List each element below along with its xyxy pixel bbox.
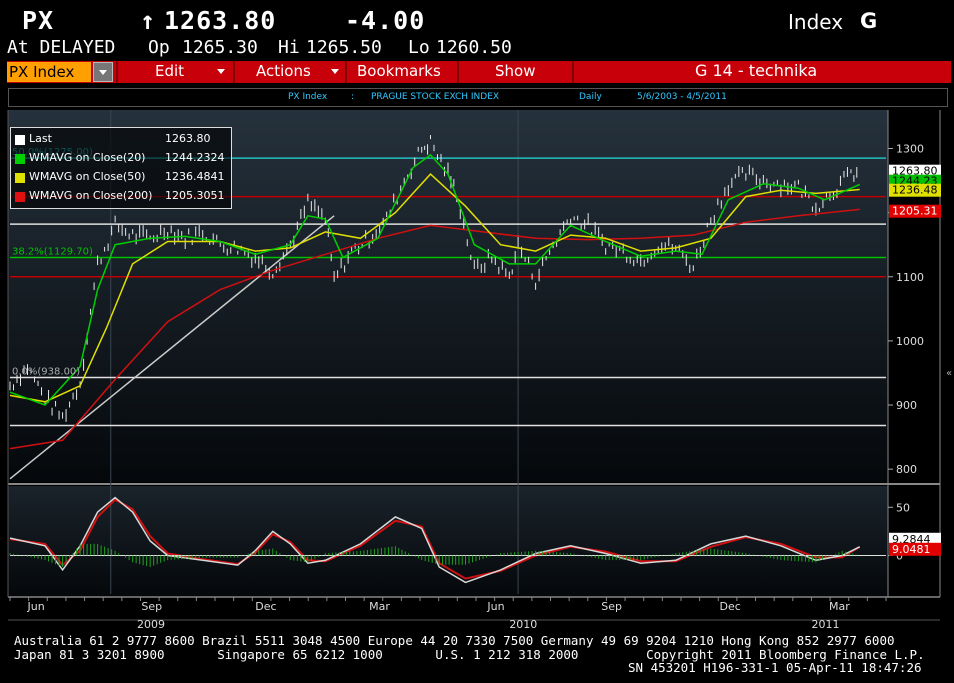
osc-badge	[889, 532, 941, 546]
price-badge-label: 1205.31	[892, 205, 938, 218]
subtitle-sep: :	[351, 92, 355, 102]
x-month-label: Jun	[27, 600, 45, 613]
x-month-label: Sep	[601, 600, 622, 613]
price-arrow-icon: ↑	[140, 6, 157, 35]
legend-swatch	[15, 154, 25, 164]
osc-badge-label: 9.0481	[892, 543, 931, 556]
edit-chevron-down-icon[interactable]	[217, 69, 225, 74]
legend-label: WMAVG on Close(20)	[29, 151, 146, 164]
index-letter: G	[860, 9, 878, 33]
legend-row: WMAVG on Close(20) 1244.2324	[15, 151, 227, 167]
x-month-label: Mar	[369, 600, 390, 613]
footer-sn: SN 453201 H196-331-1 05-Apr-11 18:47:26	[628, 660, 922, 675]
high-label: Hi	[278, 37, 300, 58]
subtitle-range: 5/6/2003 - 4/5/2011	[637, 92, 727, 102]
subtitle-name: PRAGUE STOCK EXCH INDEX	[371, 92, 500, 102]
subtitle-security: PX Index	[288, 92, 328, 102]
x-month-label: Dec	[255, 600, 276, 613]
x-month-label: Jun	[486, 600, 504, 613]
legend-value: 1263.80	[165, 132, 211, 145]
osc-badge-label: 9.2844	[892, 533, 931, 546]
price-badge-label: 1236.48	[892, 184, 938, 197]
footer-contacts-2: Japan 81 3 3201 8900 Singapore 65 6212 1…	[14, 647, 925, 662]
price-chart[interactable]: « 8009001000110012001300050 JunSepDecMar…	[0, 108, 954, 630]
legend-value: 1205.3051	[165, 189, 225, 202]
low-label: Lo	[408, 37, 430, 58]
chart-subtitle-bar: PX Index : PRAGUE STOCK EXCH INDEX Daily…	[8, 88, 948, 107]
x-month-label: Dec	[720, 600, 741, 613]
y-tick-label: 1100	[896, 271, 924, 284]
oscillator-panel	[8, 486, 888, 596]
fib-low-label: 0.0%(938.00)	[12, 366, 80, 377]
y-tick-label: 800	[896, 463, 917, 476]
osc-tick-label: 0	[896, 549, 903, 562]
menu-show[interactable]: Show	[495, 62, 536, 80]
legend-value: 1244.2324	[165, 151, 225, 164]
legend-row: Last 1263.80	[15, 132, 227, 148]
fib-382-label: 38.2%(1129.70)	[12, 247, 93, 258]
legend-label: Last	[29, 132, 52, 145]
menu-actions[interactable]: Actions	[256, 62, 311, 80]
legend-row: WMAVG on Close(50) 1236.4841	[15, 170, 227, 186]
legend-label: WMAVG on Close(50)	[29, 170, 146, 183]
ticker-dropdown-button[interactable]	[93, 62, 113, 82]
high-value: 1265.50	[306, 37, 382, 58]
legend-swatch	[15, 192, 25, 202]
osc-macd-line	[9, 496, 861, 584]
index-label: Index	[788, 10, 844, 34]
chart-legend: Last 1263.80 WMAVG on Close(20) 1244.2324 WM…	[10, 127, 232, 209]
y-tick-label: 1300	[896, 142, 924, 155]
y-tick-label: 900	[896, 399, 917, 412]
osc-tick-label: 50	[896, 501, 910, 514]
legend-label: WMAVG on Close(200)	[29, 189, 153, 202]
wma50-line	[9, 173, 860, 403]
ticker-symbol: PX	[22, 6, 55, 35]
x-month-label: Mar	[829, 600, 850, 613]
ticker-input[interactable]: PX Index	[7, 62, 91, 82]
wma20-line	[9, 153, 861, 406]
price-badge-label: 1263.80	[892, 165, 938, 178]
wma200-line	[9, 208, 860, 450]
menu-edit[interactable]: Edit	[155, 62, 185, 80]
open-label: Op	[148, 37, 170, 58]
x-year-label: 2010	[509, 618, 537, 630]
price-badge	[889, 183, 941, 197]
trendline	[9, 215, 335, 480]
page-title: G 14 - technika	[695, 61, 818, 80]
legend-row: WMAVG on Close(200) 1205.3051	[15, 189, 227, 205]
legend-swatch	[15, 135, 25, 145]
low-value: 1260.50	[436, 37, 512, 58]
last-price: 1263.80	[164, 6, 277, 35]
collapse-arrow-icon[interactable]: «	[946, 368, 952, 379]
open-value: 1265.30	[182, 37, 258, 58]
legend-value: 1236.4841	[165, 170, 225, 183]
y-tick-label: 1000	[896, 335, 924, 348]
x-year-label: 2009	[137, 618, 165, 630]
menu-bookmarks[interactable]: Bookmarks	[357, 62, 441, 80]
price-badge	[889, 204, 941, 218]
footer-contacts-1: Australia 61 2 9777 8600 Brazil 5511 304…	[14, 633, 895, 648]
delayed-status: At DELAYED	[7, 37, 116, 58]
price-badge	[889, 164, 941, 178]
x-year-label: 2011	[812, 618, 840, 630]
menu-bar: Edit Actions Bookmarks Show G 14 - techn…	[7, 61, 951, 83]
x-month-label: Sep	[141, 600, 162, 613]
subtitle-period: Daily	[579, 92, 602, 102]
price-change: -4.00	[345, 6, 426, 35]
legend-swatch	[15, 173, 25, 183]
actions-chevron-down-icon[interactable]	[331, 69, 339, 74]
osc-badge	[889, 542, 941, 556]
chevron-down-icon	[99, 70, 107, 75]
